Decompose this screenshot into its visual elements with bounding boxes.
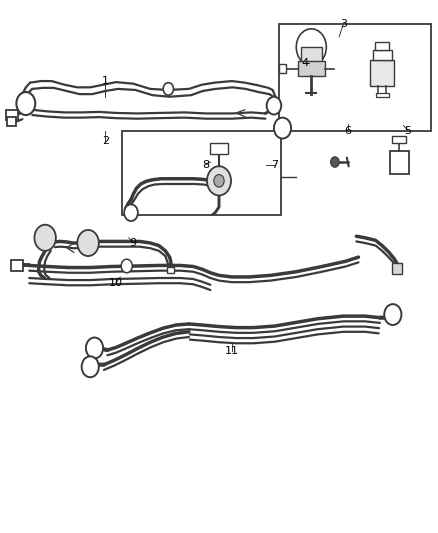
Bar [300,47,322,63]
Circle shape [331,157,339,167]
Circle shape [16,92,35,115]
Bar [123,131,281,215]
Text: 2: 2 [102,136,109,146]
Text: 5: 5 [404,126,411,136]
Circle shape [121,259,132,273]
Bar [11,260,23,271]
Text: 7: 7 [271,160,279,169]
Bar [375,42,389,50]
Text: 4: 4 [301,58,308,68]
Circle shape [274,118,291,139]
Circle shape [86,337,103,358]
Text: 8: 8 [202,160,210,169]
Bar [390,150,409,174]
Circle shape [81,357,99,377]
Text: 3: 3 [340,19,347,29]
Circle shape [207,166,231,196]
Circle shape [214,175,224,187]
Text: 6: 6 [344,126,351,136]
Bar [166,266,174,273]
Bar [370,60,394,86]
Bar [279,23,431,131]
Bar [392,136,406,143]
Circle shape [35,225,56,251]
Bar [210,143,228,154]
Circle shape [78,230,99,256]
Bar [373,50,392,60]
Circle shape [163,83,173,95]
Circle shape [384,304,401,325]
Text: 10: 10 [109,278,123,288]
Circle shape [267,97,281,115]
Text: 9: 9 [130,238,137,248]
Bar [6,110,18,120]
Circle shape [124,204,138,221]
Bar [376,93,389,97]
Bar [279,64,286,73]
Text: 11: 11 [225,346,239,356]
Bar [7,117,16,126]
Bar [392,263,402,274]
Text: 1: 1 [102,76,109,86]
Bar [297,61,325,76]
